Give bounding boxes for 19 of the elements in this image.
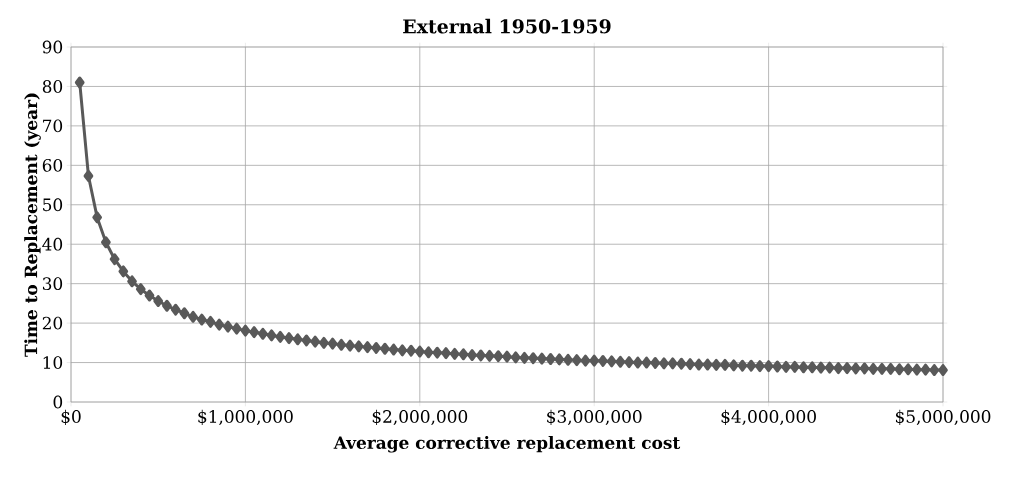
x-tick-label: $0 bbox=[61, 409, 81, 426]
y-tick-label: 60 bbox=[42, 158, 63, 172]
y-tick-label: 40 bbox=[42, 237, 63, 251]
y-tick-label: 80 bbox=[42, 80, 63, 93]
y-tick-label: 20 bbox=[42, 316, 63, 330]
x-tick-label: $3,000,000 bbox=[547, 409, 642, 426]
x-axis-title: Average corrective replacement cost bbox=[333, 435, 681, 453]
y-tick-label: 30 bbox=[42, 277, 63, 291]
y-tick-label: 10 bbox=[43, 356, 63, 369]
x-tick-label: $5,000,000 bbox=[895, 409, 991, 426]
chart-title: External 1950-1959 bbox=[403, 18, 611, 34]
x-tick-label: $2,000,000 bbox=[372, 409, 468, 426]
y-axis-title: Time to Replacement (year) bbox=[24, 93, 41, 357]
y-tick-label: 0 bbox=[53, 395, 63, 409]
x-tick-label: $1,000,000 bbox=[198, 409, 293, 426]
x-tick-label: $4,000,000 bbox=[721, 409, 816, 426]
y-tick-label: 50 bbox=[43, 198, 63, 212]
y-tick-label: 70 bbox=[43, 119, 63, 133]
y-tick-label: 90 bbox=[42, 40, 63, 54]
